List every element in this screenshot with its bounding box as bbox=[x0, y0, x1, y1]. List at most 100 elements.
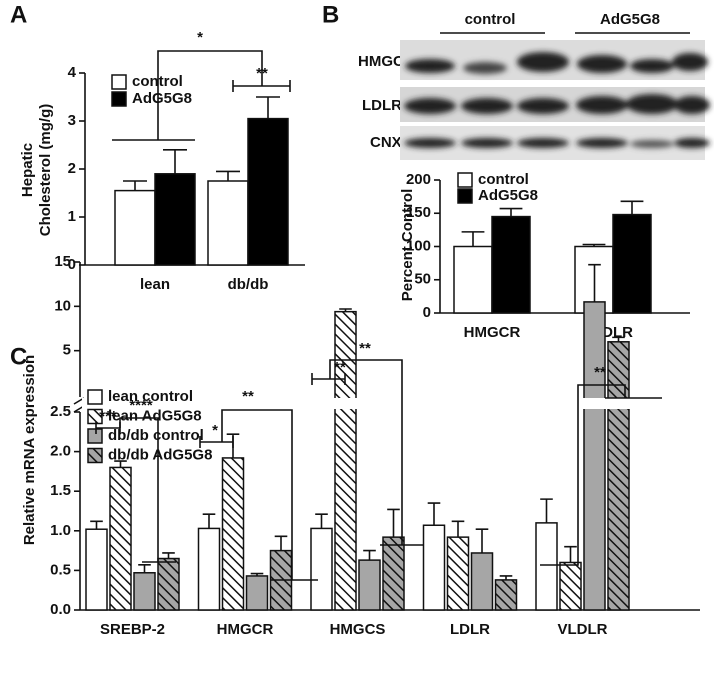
bar bbox=[310, 527, 333, 611]
error-bar bbox=[138, 564, 151, 573]
error-bar bbox=[387, 508, 400, 538]
x-tick-label: HMGCR bbox=[217, 621, 274, 638]
y-tick-label: 2 bbox=[68, 160, 76, 177]
western-blot: control AdG5G8 HMGCR LDLR CNX bbox=[358, 11, 710, 160]
y-tick-label: 10 bbox=[54, 297, 71, 314]
legend-swatch bbox=[457, 172, 473, 188]
y-tick-label: 1.0 bbox=[50, 522, 71, 539]
error-bar bbox=[202, 513, 216, 529]
plots: 0 1 2 3 4 Hepatic Cholesterol (mg/g) lean db/db c… bbox=[19, 29, 702, 638]
significance-label: ** bbox=[334, 359, 346, 376]
y-axis-label: Percent Control bbox=[399, 189, 416, 302]
bar bbox=[607, 341, 630, 611]
bar bbox=[491, 215, 531, 314]
significance-bracket bbox=[112, 50, 291, 141]
significance-label: ** bbox=[359, 340, 371, 357]
error-bar bbox=[475, 528, 489, 553]
panel-label: A bbox=[10, 1, 27, 28]
significance-bracket bbox=[199, 436, 234, 448]
error-bar bbox=[451, 520, 465, 538]
error-bar bbox=[620, 200, 644, 215]
y-tick-label: 0 bbox=[68, 256, 76, 273]
legend-swatch bbox=[111, 91, 127, 107]
x-tick-label: db/db bbox=[228, 276, 269, 293]
y-tick-label: 2.5 bbox=[50, 403, 71, 420]
error-bar bbox=[250, 572, 264, 576]
error-bar bbox=[114, 460, 127, 468]
y-tick-label: 4 bbox=[68, 64, 77, 81]
bar bbox=[334, 310, 357, 611]
break-band bbox=[82, 398, 702, 409]
y-axis-label: Relative mRNA expression bbox=[21, 355, 38, 545]
error-bar bbox=[90, 520, 103, 530]
x-tick-label: LDLR bbox=[450, 621, 490, 638]
legend-swatch bbox=[111, 74, 127, 90]
legend-label: lean AdG5G8 bbox=[108, 407, 202, 424]
error-bar bbox=[582, 243, 606, 247]
significance-label: ** bbox=[242, 388, 254, 405]
legend-swatch bbox=[87, 389, 103, 405]
y-tick-label: 50 bbox=[414, 271, 431, 288]
bar bbox=[422, 524, 446, 611]
significance-bracket bbox=[119, 417, 176, 563]
legend-label: AdG5G8 bbox=[132, 90, 192, 107]
y-tick-label: 15 bbox=[54, 253, 71, 270]
bar bbox=[494, 579, 518, 611]
x-tick-label: HMGCS bbox=[330, 621, 386, 638]
error-bar bbox=[162, 552, 175, 559]
bar bbox=[358, 559, 381, 611]
bar bbox=[245, 575, 269, 611]
bar bbox=[583, 301, 606, 611]
bar bbox=[382, 536, 405, 611]
legend-swatch bbox=[457, 188, 473, 204]
bar bbox=[133, 572, 156, 611]
error-bar bbox=[540, 498, 553, 523]
bar bbox=[612, 213, 652, 314]
significance-bracket bbox=[311, 373, 346, 385]
legend-swatch bbox=[87, 428, 103, 444]
y-tick-label: 2.0 bbox=[50, 443, 71, 460]
error-bar bbox=[461, 231, 485, 247]
y-tick-label: 200 bbox=[406, 171, 431, 188]
bar bbox=[535, 522, 558, 611]
error-bar bbox=[163, 149, 187, 174]
legend-label: control bbox=[478, 171, 529, 188]
x-tick-label: lean bbox=[140, 276, 170, 293]
significance-label: ** bbox=[256, 65, 268, 82]
y-tick-label: 3 bbox=[68, 112, 76, 129]
y-tick-label: 1.5 bbox=[50, 482, 71, 499]
significance-label: * bbox=[212, 422, 218, 439]
significance-label: * bbox=[197, 29, 203, 46]
bar bbox=[197, 527, 221, 611]
bar bbox=[470, 552, 494, 611]
error-bar bbox=[588, 263, 601, 302]
legend-label: AdG5G8 bbox=[478, 187, 538, 204]
legend-label: lean control bbox=[108, 388, 193, 405]
bar bbox=[453, 245, 493, 314]
significance-bracket bbox=[540, 384, 662, 566]
y-tick-label: 1 bbox=[68, 208, 76, 225]
legend-swatch bbox=[87, 408, 103, 425]
y-axis-label: Hepatic bbox=[19, 143, 36, 197]
bar bbox=[114, 189, 156, 266]
blot-row-label: LDLR bbox=[362, 97, 402, 114]
legend-label: db/db AdG5G8 bbox=[108, 446, 212, 463]
error-bar bbox=[363, 549, 376, 561]
error-bar bbox=[256, 96, 280, 119]
x-tick-label: VLDLR bbox=[558, 621, 608, 638]
bar bbox=[559, 561, 582, 611]
y-tick-label: 0.5 bbox=[50, 561, 71, 578]
y-axis-label: Cholesterol (mg/g) bbox=[37, 104, 54, 237]
significance-label: ** bbox=[594, 364, 606, 381]
error-bar bbox=[216, 170, 240, 181]
error-bar bbox=[339, 308, 352, 312]
x-tick-label: HMGCR bbox=[464, 324, 521, 341]
bar bbox=[109, 466, 132, 611]
bands bbox=[404, 52, 710, 148]
error-bar bbox=[427, 502, 441, 526]
y-tick-label: 0 bbox=[423, 304, 431, 321]
bar bbox=[154, 173, 196, 266]
error-bar bbox=[499, 207, 523, 217]
blot-row-label: CNX bbox=[370, 134, 402, 151]
